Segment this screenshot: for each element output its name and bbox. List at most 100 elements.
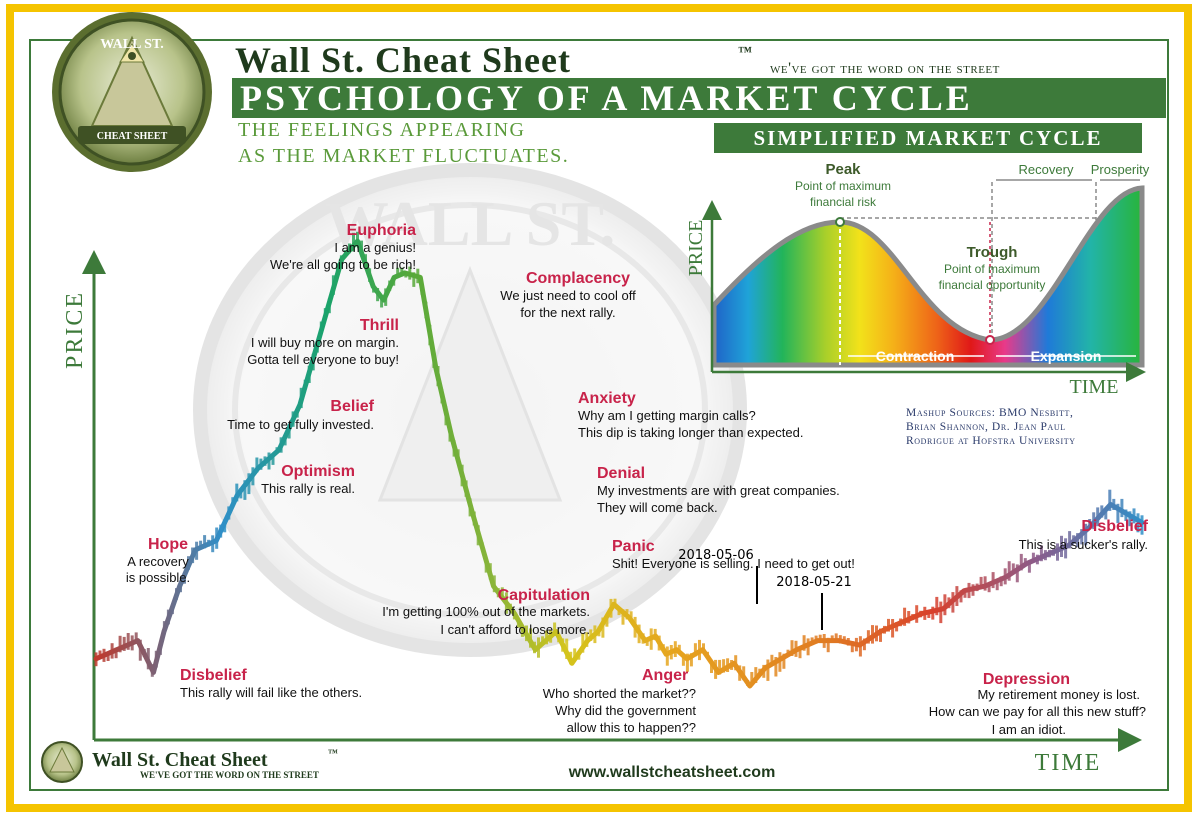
stage-complacency-caption-2: for the next rally. [520, 305, 615, 320]
price-candle [766, 659, 770, 681]
stage-capitulation-caption-1: I'm getting 100% out of the markets. [382, 604, 590, 619]
price-candle [380, 296, 384, 308]
price-candle [621, 609, 625, 625]
price-candle [1068, 531, 1072, 549]
subtitle-line-1: The feelings appearing [238, 119, 525, 141]
stage-euphoria: Euphoria [347, 222, 416, 239]
peak-note-2: financial risk [810, 195, 877, 209]
price-candle [790, 640, 794, 656]
stage-anger-caption-2: Why did the government [555, 703, 696, 718]
trough-note-1: Point of maximum [944, 262, 1040, 276]
sources-line-3: Rodrigue at Hofstra University [906, 435, 1076, 447]
brand-trademark: ™ [738, 45, 752, 60]
price-candle [1116, 503, 1120, 524]
stage-panic: Panic [612, 538, 655, 555]
mini-time-label: TIME [1070, 376, 1119, 398]
annotation-label-1: 2018-05-06 [678, 548, 754, 563]
price-candle [754, 667, 758, 683]
contraction-label: Contraction [876, 348, 955, 364]
price-candle [879, 628, 882, 642]
price-candle [826, 637, 830, 653]
price-candle [802, 635, 806, 651]
price-candle [1108, 489, 1112, 511]
price-candle [693, 643, 697, 657]
price-candle [573, 648, 577, 661]
annotation-label-2: 2018-05-21 [776, 575, 852, 590]
stage-complacency-caption-1: We just need to cool off [500, 288, 636, 303]
price-candle [412, 272, 416, 287]
stage-anger-caption-3: allow this to happen?? [567, 720, 696, 735]
stage-depression-caption-2: How can we pay for all this new stuff? [929, 704, 1146, 719]
price-candle [500, 587, 504, 599]
price-candle [710, 661, 713, 673]
price-candle [255, 457, 259, 473]
stage-disbelief-1-caption: This rally will fail like the others. [180, 685, 362, 700]
price-candle [1023, 558, 1027, 565]
price-candle [1011, 563, 1015, 572]
price-candle [126, 633, 130, 650]
time-axis-label: TIME [1035, 750, 1102, 776]
price-candle [1019, 553, 1023, 571]
footer: Wall St. Cheat Sheet ™ we've got the wor… [41, 741, 776, 783]
footer-url[interactable]: www.wallstcheatsheet.com [568, 764, 776, 781]
price-candle [1015, 564, 1019, 583]
price-candle [850, 641, 854, 653]
stage-denial: Denial [597, 465, 645, 482]
price-candle [1007, 561, 1011, 581]
stage-optimism-caption: This rally is real. [261, 481, 355, 496]
price-candle [1027, 562, 1031, 573]
stage-euphoria-caption-1: I am a genius! [334, 240, 416, 255]
stage-panic-caption: Shit! Everyone is selling. I need to get… [612, 556, 855, 571]
price-candle [1128, 511, 1132, 527]
price-candle [677, 644, 681, 653]
expansion-label: Expansion [1031, 348, 1102, 364]
price-candle [1039, 545, 1043, 562]
price-candle [199, 540, 203, 549]
stage-hope-caption-2: is possible. [126, 570, 190, 585]
stage-denial-caption-2: They will come back. [597, 500, 718, 515]
footer-brand: Wall St. Cheat Sheet [92, 749, 268, 771]
trough-dot [985, 335, 995, 345]
stage-depression-caption-1: My retirement money is lost. [977, 687, 1140, 702]
stage-capitulation-caption-2: I can't afford to lose more. [440, 622, 590, 637]
stage-thrill-caption-2: Gotta tell everyone to buy! [247, 352, 399, 367]
stage-capitulation: Capitulation [498, 587, 590, 604]
simplified-cycle-panel: Simplified Market Cycle Peak Point of ma… [685, 123, 1150, 398]
stage-labels: Disbelief This rally will fail like the … [126, 222, 1149, 737]
svg-text:WALL ST.: WALL ST. [325, 188, 616, 259]
peak-dot [835, 217, 845, 227]
stage-anxiety: Anxiety [578, 390, 636, 407]
subtitle-line-2: as the market fluctuates. [238, 145, 569, 167]
price-candle [581, 633, 585, 653]
price-candle [935, 596, 939, 616]
peak-note-1: Point of maximum [795, 179, 891, 193]
price-candle [243, 480, 247, 500]
price-candle [1104, 508, 1108, 520]
price-candle [134, 632, 138, 642]
stage-depression-caption-3: I am an idiot. [992, 722, 1066, 737]
stage-complacency: Complacency [526, 270, 630, 287]
price-candle [106, 653, 110, 661]
page-title: Psychology of a Market Cycle [240, 78, 973, 118]
price-candle [774, 657, 778, 677]
trough-label: Trough [967, 244, 1018, 261]
simplified-title-banner [714, 123, 1142, 153]
title-banner [232, 78, 1166, 118]
price-candle [963, 589, 967, 598]
logo-seal: WALL ST. CHEAT SHEET [52, 12, 212, 172]
stage-thrill: Thrill [360, 317, 399, 334]
brand-tagline: we've got the word on the street [770, 60, 1000, 77]
price-candle [356, 231, 359, 241]
price-candle [750, 672, 754, 686]
stage-optimism: Optimism [281, 463, 355, 480]
price-candle [118, 635, 122, 653]
cycle-wave-fill [711, 185, 1145, 368]
stage-belief: Belief [330, 398, 374, 415]
stage-depression: Depression [983, 671, 1070, 688]
price-candle [681, 653, 685, 666]
price-candle [722, 659, 726, 673]
stage-disbelief-1: Disbelief [180, 667, 247, 684]
price-candle [782, 653, 786, 669]
price-candle [541, 636, 545, 644]
